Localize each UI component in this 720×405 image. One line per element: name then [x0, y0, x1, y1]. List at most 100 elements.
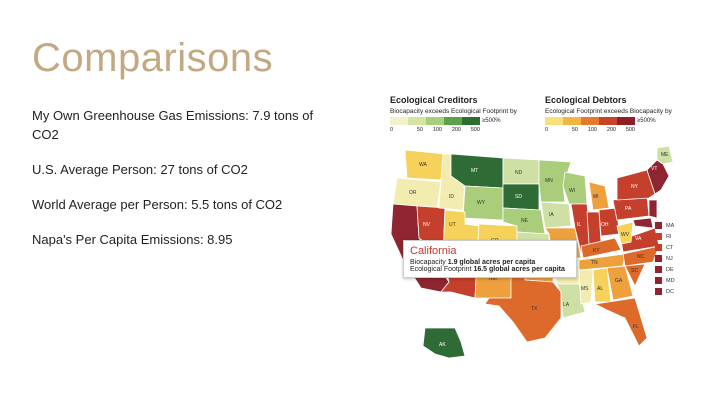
small-state-swatch — [655, 255, 662, 262]
bullet-us-average: U.S. Average Person: 27 tons of CO2 — [32, 162, 248, 177]
label-al: AL — [597, 286, 603, 292]
small-state-label: DC — [666, 288, 674, 295]
creditors-tick: 100 — [432, 127, 442, 133]
state-ga — [606, 265, 634, 301]
state-ms — [578, 269, 594, 305]
bullet-world-average: World Average per Person: 5.5 tons of CO… — [32, 197, 283, 212]
label-mi: MI — [593, 194, 599, 200]
debtors-end-label: ≥500% — [637, 118, 656, 124]
label-ut: UT — [449, 222, 456, 228]
debtors-legend-title: Ecological Debtors — [545, 95, 627, 105]
label-ky: KY — [593, 248, 600, 254]
label-oh: OH — [601, 222, 609, 228]
label-pa: PA — [625, 206, 632, 212]
debtors-swatch — [599, 117, 617, 125]
state-fl — [593, 297, 648, 347]
label-nm: NM — [489, 276, 497, 282]
debtors-swatch — [563, 117, 581, 125]
small-state-label: CT — [666, 244, 674, 251]
label-me: ME — [661, 152, 669, 158]
california-tooltip: California Biocapacity 1.9 global acres … — [403, 240, 577, 278]
small-state-row: CT — [655, 242, 675, 253]
state-tx — [484, 265, 562, 343]
label-tx: TX — [531, 306, 538, 312]
creditors-swatch — [390, 117, 408, 125]
creditors-legend: Ecological Creditors Biocapacity exceeds… — [390, 95, 517, 133]
slide-title: Comparisons — [32, 36, 274, 80]
debtors-tick: 200 — [606, 127, 616, 133]
small-state-label: MA — [666, 222, 675, 229]
debtors-swatch — [545, 117, 563, 125]
creditors-tick: 0 — [390, 127, 394, 133]
label-ne: NE — [521, 218, 529, 224]
label-ms: MS — [581, 286, 589, 292]
bullet-own-emissions: My Own Greenhouse Gas Emissions: 7.9 ton… — [32, 108, 314, 142]
small-state-row: MA — [655, 220, 675, 231]
state-nc — [622, 245, 660, 267]
state-wv — [616, 221, 634, 245]
label-va: VA — [635, 236, 642, 242]
tooltip-biocapacity-value: 1.9 global acres per capita — [447, 259, 536, 266]
label-ga: GA — [615, 278, 623, 284]
debtors-swatch — [581, 117, 599, 125]
creditors-end-label: ≥500% — [482, 118, 501, 124]
state-ia — [540, 201, 572, 229]
state-ky — [580, 237, 622, 259]
label-mt: MT — [471, 168, 478, 174]
tooltip-footprint-value: 16.5 global acres per capita — [473, 266, 565, 273]
state-ny — [616, 169, 656, 201]
label-wy: WY — [477, 200, 486, 206]
small-state-row: RI — [655, 231, 675, 242]
debtors-tick: 500 — [625, 127, 635, 133]
small-state-swatch — [655, 288, 662, 295]
bullet-napa-emissions: Napa's Per Capita Emissions: 8.95 — [32, 232, 233, 247]
label-la: LA — [563, 302, 570, 308]
small-state-swatch — [655, 277, 662, 284]
small-state-swatch — [655, 222, 662, 229]
small-state-row: DC — [655, 286, 675, 297]
label-wa: WA — [419, 162, 428, 168]
label-wi: WI — [569, 188, 575, 194]
state-mi — [588, 181, 610, 211]
label-vt: VT — [651, 166, 657, 172]
small-states-legend: MA RI CT NJ DE MD DC — [655, 220, 675, 297]
label-fl: FL — [633, 324, 639, 330]
creditors-legend-title: Ecological Creditors — [390, 95, 478, 105]
creditors-swatch — [462, 117, 480, 125]
state-nj — [648, 199, 658, 219]
label-or: OR — [409, 190, 417, 196]
label-nd: ND — [515, 170, 523, 176]
tooltip-footprint-label: Ecological Footprint — [410, 266, 472, 273]
label-nc: NC — [637, 254, 645, 260]
small-state-row: NJ — [655, 253, 675, 264]
label-wv: WV — [621, 232, 630, 238]
debtors-tick: 100 — [587, 127, 597, 133]
small-state-label: MD — [666, 277, 675, 284]
creditors-tick: 200 — [451, 127, 461, 133]
small-state-row: DE — [655, 264, 675, 275]
creditors-legend-subtitle: Biocapacity exceeds Ecological Footprint… — [390, 108, 517, 115]
label-ny: NY — [631, 184, 639, 190]
state-sc — [624, 263, 646, 287]
small-state-swatch — [655, 233, 662, 240]
label-mn: MN — [545, 178, 553, 184]
creditors-tick: 50 — [416, 127, 423, 133]
label-sc: SC — [631, 268, 638, 274]
creditors-swatch — [426, 117, 444, 125]
state-la — [556, 283, 586, 319]
state-ak — [422, 327, 466, 359]
small-state-row: MD — [655, 275, 675, 286]
tooltip-biocapacity-label: Biocapacity — [410, 259, 446, 266]
small-state-label: RI — [666, 233, 672, 240]
state-me — [656, 145, 674, 165]
state-md — [632, 217, 654, 229]
label-ak: AK — [439, 342, 446, 348]
debtors-tick: 50 — [571, 127, 578, 133]
small-state-label: NJ — [666, 255, 673, 262]
label-nv: NV — [423, 222, 431, 228]
label-sd: SD — [515, 194, 522, 200]
debtors-swatch — [617, 117, 635, 125]
small-state-swatch — [655, 244, 662, 251]
tooltip-state-name: California — [410, 245, 457, 257]
label-tn: TN — [591, 260, 598, 266]
